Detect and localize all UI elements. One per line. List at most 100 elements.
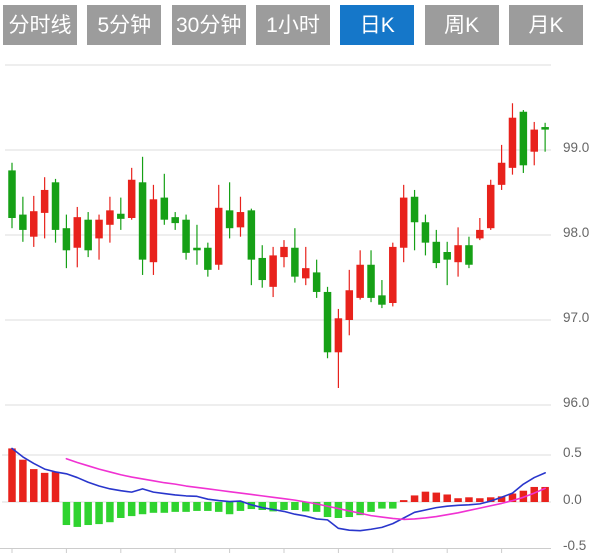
- macd-histogram-bar: [171, 502, 179, 512]
- candle-body: [530, 129, 538, 152]
- candle-body: [269, 255, 277, 287]
- macd-histogram-bar: [410, 495, 419, 502]
- macd-histogram-bar: [214, 502, 223, 512]
- macd-histogram-bar: [476, 498, 484, 502]
- candle-body: [8, 170, 16, 218]
- macd-histogram-bar: [204, 502, 212, 511]
- macd-histogram-bar: [530, 486, 538, 502]
- candle-body: [236, 212, 245, 228]
- tab-5min[interactable]: 5分钟: [87, 5, 162, 45]
- candle-body: [334, 318, 343, 353]
- macd-histogram-bar: [225, 502, 234, 515]
- macd-histogram-bar: [127, 502, 136, 517]
- macd-histogram-bar: [19, 459, 27, 502]
- macd-histogram-bar: [258, 502, 266, 510]
- price-axis-label-99: 99.0: [563, 140, 590, 155]
- candle-body: [486, 184, 495, 229]
- candle-body: [291, 247, 299, 277]
- candle-body: [40, 189, 49, 213]
- candle-body: [323, 291, 332, 353]
- dea-line: [65, 457, 546, 521]
- candle-body: [160, 197, 169, 220]
- tab-daily-k[interactable]: 日K: [340, 5, 415, 45]
- macd-histogram-bar: [138, 502, 147, 515]
- macd-histogram-bar: [193, 502, 201, 511]
- candle-body: [247, 210, 256, 260]
- candle-body: [19, 214, 27, 230]
- price-axis-label-98: 98.0: [563, 225, 590, 240]
- candle-body: [117, 213, 125, 219]
- macd-histogram-bar: [454, 498, 462, 502]
- candle-body: [465, 245, 473, 265]
- candle-body: [73, 217, 82, 248]
- candle-body: [497, 162, 506, 185]
- tab-30min[interactable]: 30分钟: [171, 5, 246, 45]
- macd-histogram-bar: [280, 502, 288, 510]
- candle-body: [171, 217, 179, 224]
- candle-body: [127, 179, 136, 218]
- candle-body: [378, 295, 386, 305]
- macd-histogram-bar: [399, 500, 408, 502]
- candle-body: [225, 210, 234, 229]
- candle-body: [356, 264, 364, 298]
- candle-body: [51, 182, 60, 230]
- tab-weekly-k[interactable]: 周K: [424, 5, 499, 45]
- macd-histogram-bar: [302, 502, 310, 512]
- candle-body: [106, 210, 114, 225]
- candle-body: [149, 199, 158, 263]
- candle-body: [541, 127, 549, 130]
- candle-body: [30, 211, 38, 237]
- macd-histogram-bar: [149, 502, 158, 513]
- candle-body: [280, 246, 288, 258]
- macd-histogram-bar: [356, 502, 364, 516]
- macd-histogram-bar: [117, 502, 125, 518]
- macd-histogram-bar: [312, 502, 321, 512]
- candle-body: [193, 247, 201, 251]
- macd-histogram-bar: [345, 502, 354, 518]
- macd-histogram-bar: [465, 497, 473, 502]
- macd-histogram-bar: [389, 502, 397, 509]
- candle-body: [312, 272, 321, 292]
- tab-timeline[interactable]: 分时线: [3, 5, 77, 45]
- candle-body: [302, 268, 310, 279]
- macd-histogram-bar: [236, 502, 245, 511]
- candle-body: [214, 207, 223, 265]
- macd-histogram-bar: [95, 502, 103, 525]
- macd-histogram-bar: [62, 502, 71, 526]
- macd-histogram-bar: [182, 502, 190, 512]
- candle-body: [62, 228, 71, 251]
- period-tabbar: 分时线 5分钟 30分钟 1小时 日K 周K 月K: [0, 5, 601, 45]
- candle-body: [443, 252, 451, 260]
- candle-body: [182, 219, 190, 253]
- macd-histogram-bar: [291, 502, 299, 510]
- macd-histogram-bar: [519, 490, 528, 502]
- candle-body: [519, 111, 528, 166]
- tab-monthly-k[interactable]: 月K: [508, 5, 583, 45]
- candle-body: [95, 219, 103, 239]
- macd-histogram-bar: [367, 502, 375, 512]
- macd-histogram-bar: [40, 472, 49, 502]
- macd-histogram-bar: [378, 502, 386, 509]
- macd-histogram-bar: [497, 496, 506, 502]
- candle-body: [454, 245, 462, 263]
- macd-histogram-bar: [432, 492, 441, 502]
- macd-histogram-bar: [84, 502, 92, 526]
- macd-axis-label-neg: -0.5: [563, 538, 587, 553]
- tab-1hour[interactable]: 1小时: [255, 5, 330, 45]
- dif-line: [11, 447, 546, 532]
- macd-histogram-bar: [269, 502, 277, 512]
- macd-histogram-bar: [8, 448, 16, 502]
- macd-histogram-bar: [443, 494, 451, 502]
- candle-body: [432, 241, 441, 264]
- macd-histogram-bar: [334, 502, 343, 518]
- macd-histogram-bar: [51, 471, 60, 502]
- candle-body: [476, 229, 484, 239]
- candle-body: [399, 197, 408, 248]
- macd-histogram-bar: [323, 502, 332, 518]
- price-axis-label-97: 97.0: [563, 310, 590, 325]
- macd-histogram-bar: [73, 502, 82, 527]
- candle-body: [84, 219, 92, 251]
- price-axis-label-96: 96.0: [563, 395, 590, 410]
